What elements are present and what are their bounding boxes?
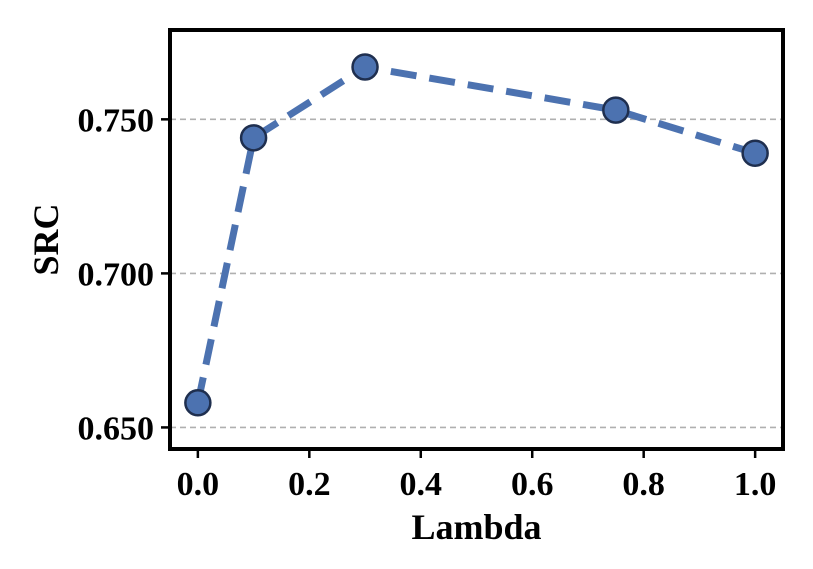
- series-line-0: [194, 63, 757, 404]
- x-axis-ticks: 0.0 0.2 0.4 0.6 0.8 1.0: [177, 449, 777, 503]
- plot-frame: [168, 28, 785, 451]
- y-axis-ticks: 0.650 0.700 0.750: [78, 102, 170, 447]
- x-tick-label-5: 1.0: [734, 466, 777, 503]
- data-point-2: [351, 53, 379, 81]
- data-points: [184, 53, 769, 417]
- data-point-0: [184, 389, 212, 417]
- y-tick-label-2: 0.750: [78, 102, 155, 139]
- data-point-4: [741, 139, 769, 167]
- x-tick-label-0: 0.0: [177, 466, 220, 503]
- y-axis-title: SRC: [26, 203, 66, 275]
- series-line-group: [194, 63, 757, 404]
- x-tick-label-3: 0.6: [511, 466, 554, 503]
- y-tick-label-1: 0.700: [78, 256, 155, 293]
- data-point-3: [602, 96, 630, 124]
- x-axis-title: Lambda: [411, 507, 541, 547]
- x-tick-label-1: 0.2: [288, 466, 331, 503]
- data-point-1: [239, 124, 268, 152]
- y-tick-label-0: 0.650: [78, 410, 155, 447]
- grid-lines: [170, 118, 783, 429]
- x-tick-label-4: 0.8: [622, 466, 665, 503]
- x-tick-label-2: 0.4: [400, 466, 443, 503]
